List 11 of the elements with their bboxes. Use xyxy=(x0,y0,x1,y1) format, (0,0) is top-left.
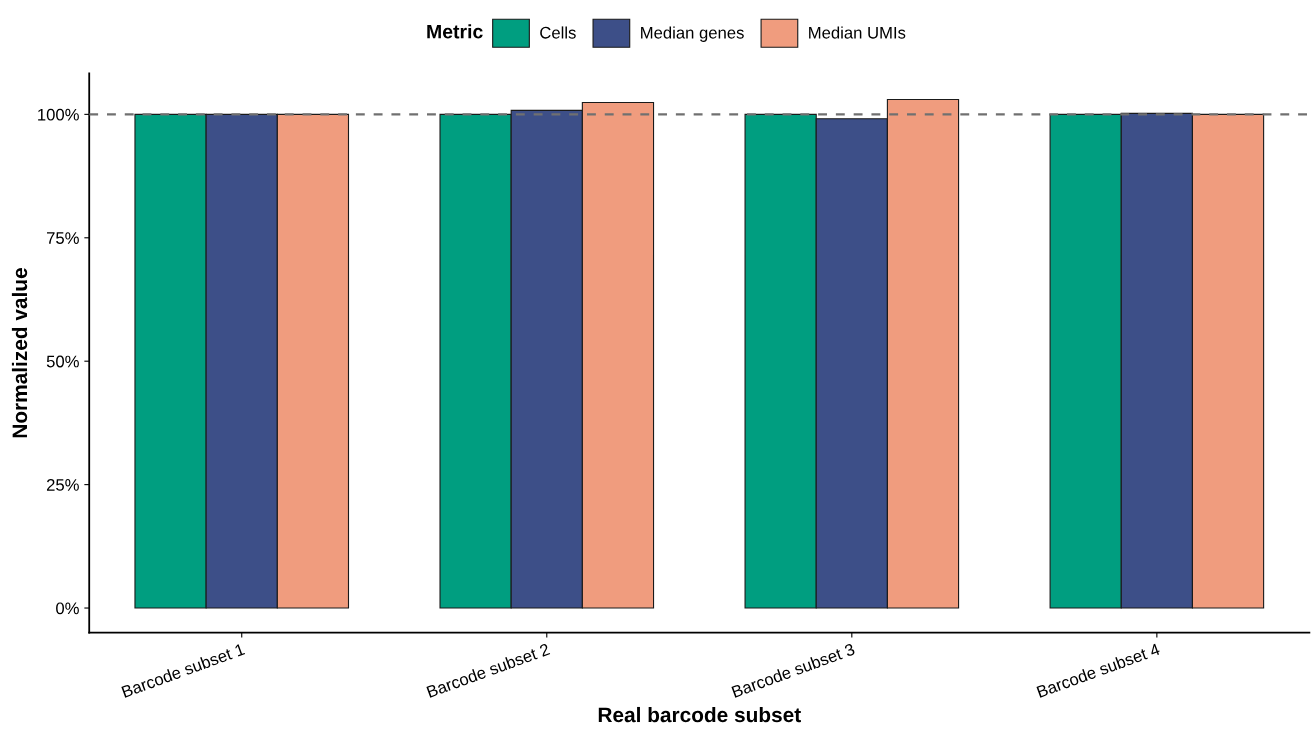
y-tick-label: 75% xyxy=(46,232,79,244)
y-axis-title: Normalized value xyxy=(11,268,28,438)
legend-label: Median genes xyxy=(641,26,744,42)
y-tick-label: 0% xyxy=(56,602,79,615)
x-axis-title: Real barcode subset xyxy=(598,706,801,723)
y-tick-label: 50% xyxy=(46,355,79,368)
y-tick-label: 25% xyxy=(46,479,79,491)
legend-label: Median UMIs xyxy=(809,26,906,39)
y-tick-label: 100% xyxy=(38,108,79,121)
legend-title: Metric xyxy=(427,24,483,39)
legend-label: Cells xyxy=(540,26,576,39)
